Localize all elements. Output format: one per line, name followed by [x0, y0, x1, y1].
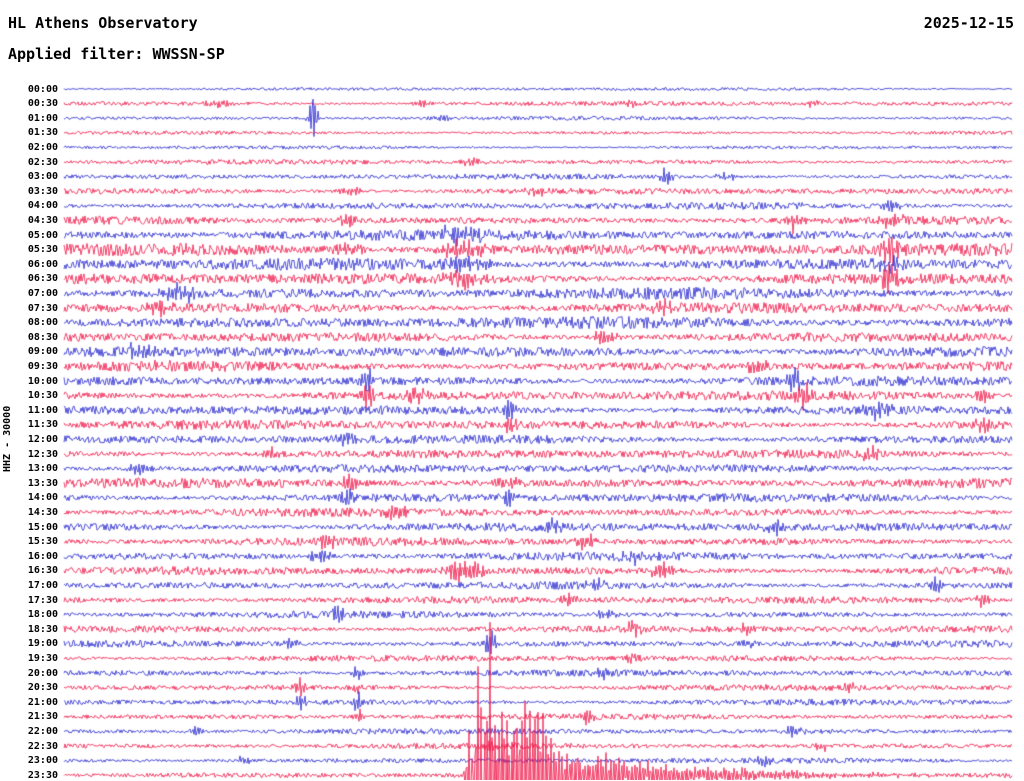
trace-time-label: 03:00: [27, 171, 58, 183]
trace-time-label: 07:30: [27, 302, 58, 314]
trace-time-label: 00:00: [27, 83, 58, 95]
trace-time-label: 18:00: [27, 609, 58, 621]
trace-time-label: 04:30: [27, 214, 58, 226]
trace-time-label: 13:00: [27, 463, 58, 475]
trace-time-label: 15:00: [27, 521, 58, 533]
trace-time-label: 13:30: [27, 477, 58, 489]
trace-time-label: 19:00: [27, 638, 58, 650]
trace-time-label: 05:00: [27, 229, 58, 241]
trace-time-label: 12:30: [27, 448, 58, 460]
trace-time-label: 08:30: [27, 331, 58, 343]
trace-time-label: 16:30: [27, 565, 58, 577]
trace-time-label: 06:00: [27, 258, 58, 270]
trace-time-label: 14:00: [27, 492, 58, 504]
trace-time-label: 10:00: [27, 375, 58, 387]
trace-time-label: 04:00: [27, 200, 58, 212]
channel-scale-label: HHZ - 30000: [2, 405, 13, 472]
trace-time-label: 23:30: [27, 769, 58, 781]
trace-time-label: 12:00: [27, 433, 58, 445]
trace-time-label: 11:30: [27, 419, 58, 431]
trace-time-label: 17:30: [27, 594, 58, 606]
trace-time-label: 14:30: [27, 506, 58, 518]
trace-time-label: 09:00: [27, 346, 58, 358]
trace-time-label: 20:00: [27, 667, 58, 679]
trace-time-label: 20:30: [27, 682, 58, 694]
trace-time-label: 21:00: [27, 696, 58, 708]
trace-time-label: 08:00: [27, 317, 58, 329]
trace-time-label: 17:00: [27, 579, 58, 591]
date-label: 2025-12-15: [923, 14, 1014, 32]
trace-time-label: 10:30: [27, 390, 58, 402]
trace-time-label: 05:30: [27, 244, 58, 256]
trace-time-label: 23:00: [27, 755, 58, 767]
trace-time-label: 18:30: [27, 623, 58, 635]
applied-filter-label: Applied filter: WWSSN-SP: [8, 45, 225, 63]
trace-time-label: 01:30: [27, 127, 58, 139]
trace-time-label: 06:30: [27, 273, 58, 285]
trace-time-label: 19:30: [27, 652, 58, 664]
trace-time-label: 22:00: [27, 725, 58, 737]
trace-time-label: 02:30: [27, 156, 58, 168]
trace-time-label: 03:30: [27, 185, 58, 197]
trace-time-label: 09:30: [27, 360, 58, 372]
trace-time-label: 22:30: [27, 740, 58, 752]
trace-time-label: 16:00: [27, 550, 58, 562]
trace-time-label: 11:00: [27, 404, 58, 416]
trace-time-label: 01:00: [27, 112, 58, 124]
trace-time-label: 00:30: [27, 98, 58, 110]
trace-time-label: 21:30: [27, 711, 58, 723]
observatory-title: HL Athens Observatory: [8, 14, 198, 32]
trace-time-label: 02:00: [27, 141, 58, 153]
trace-time-label: 15:30: [27, 536, 58, 548]
trace-time-label: 07:00: [27, 287, 58, 299]
